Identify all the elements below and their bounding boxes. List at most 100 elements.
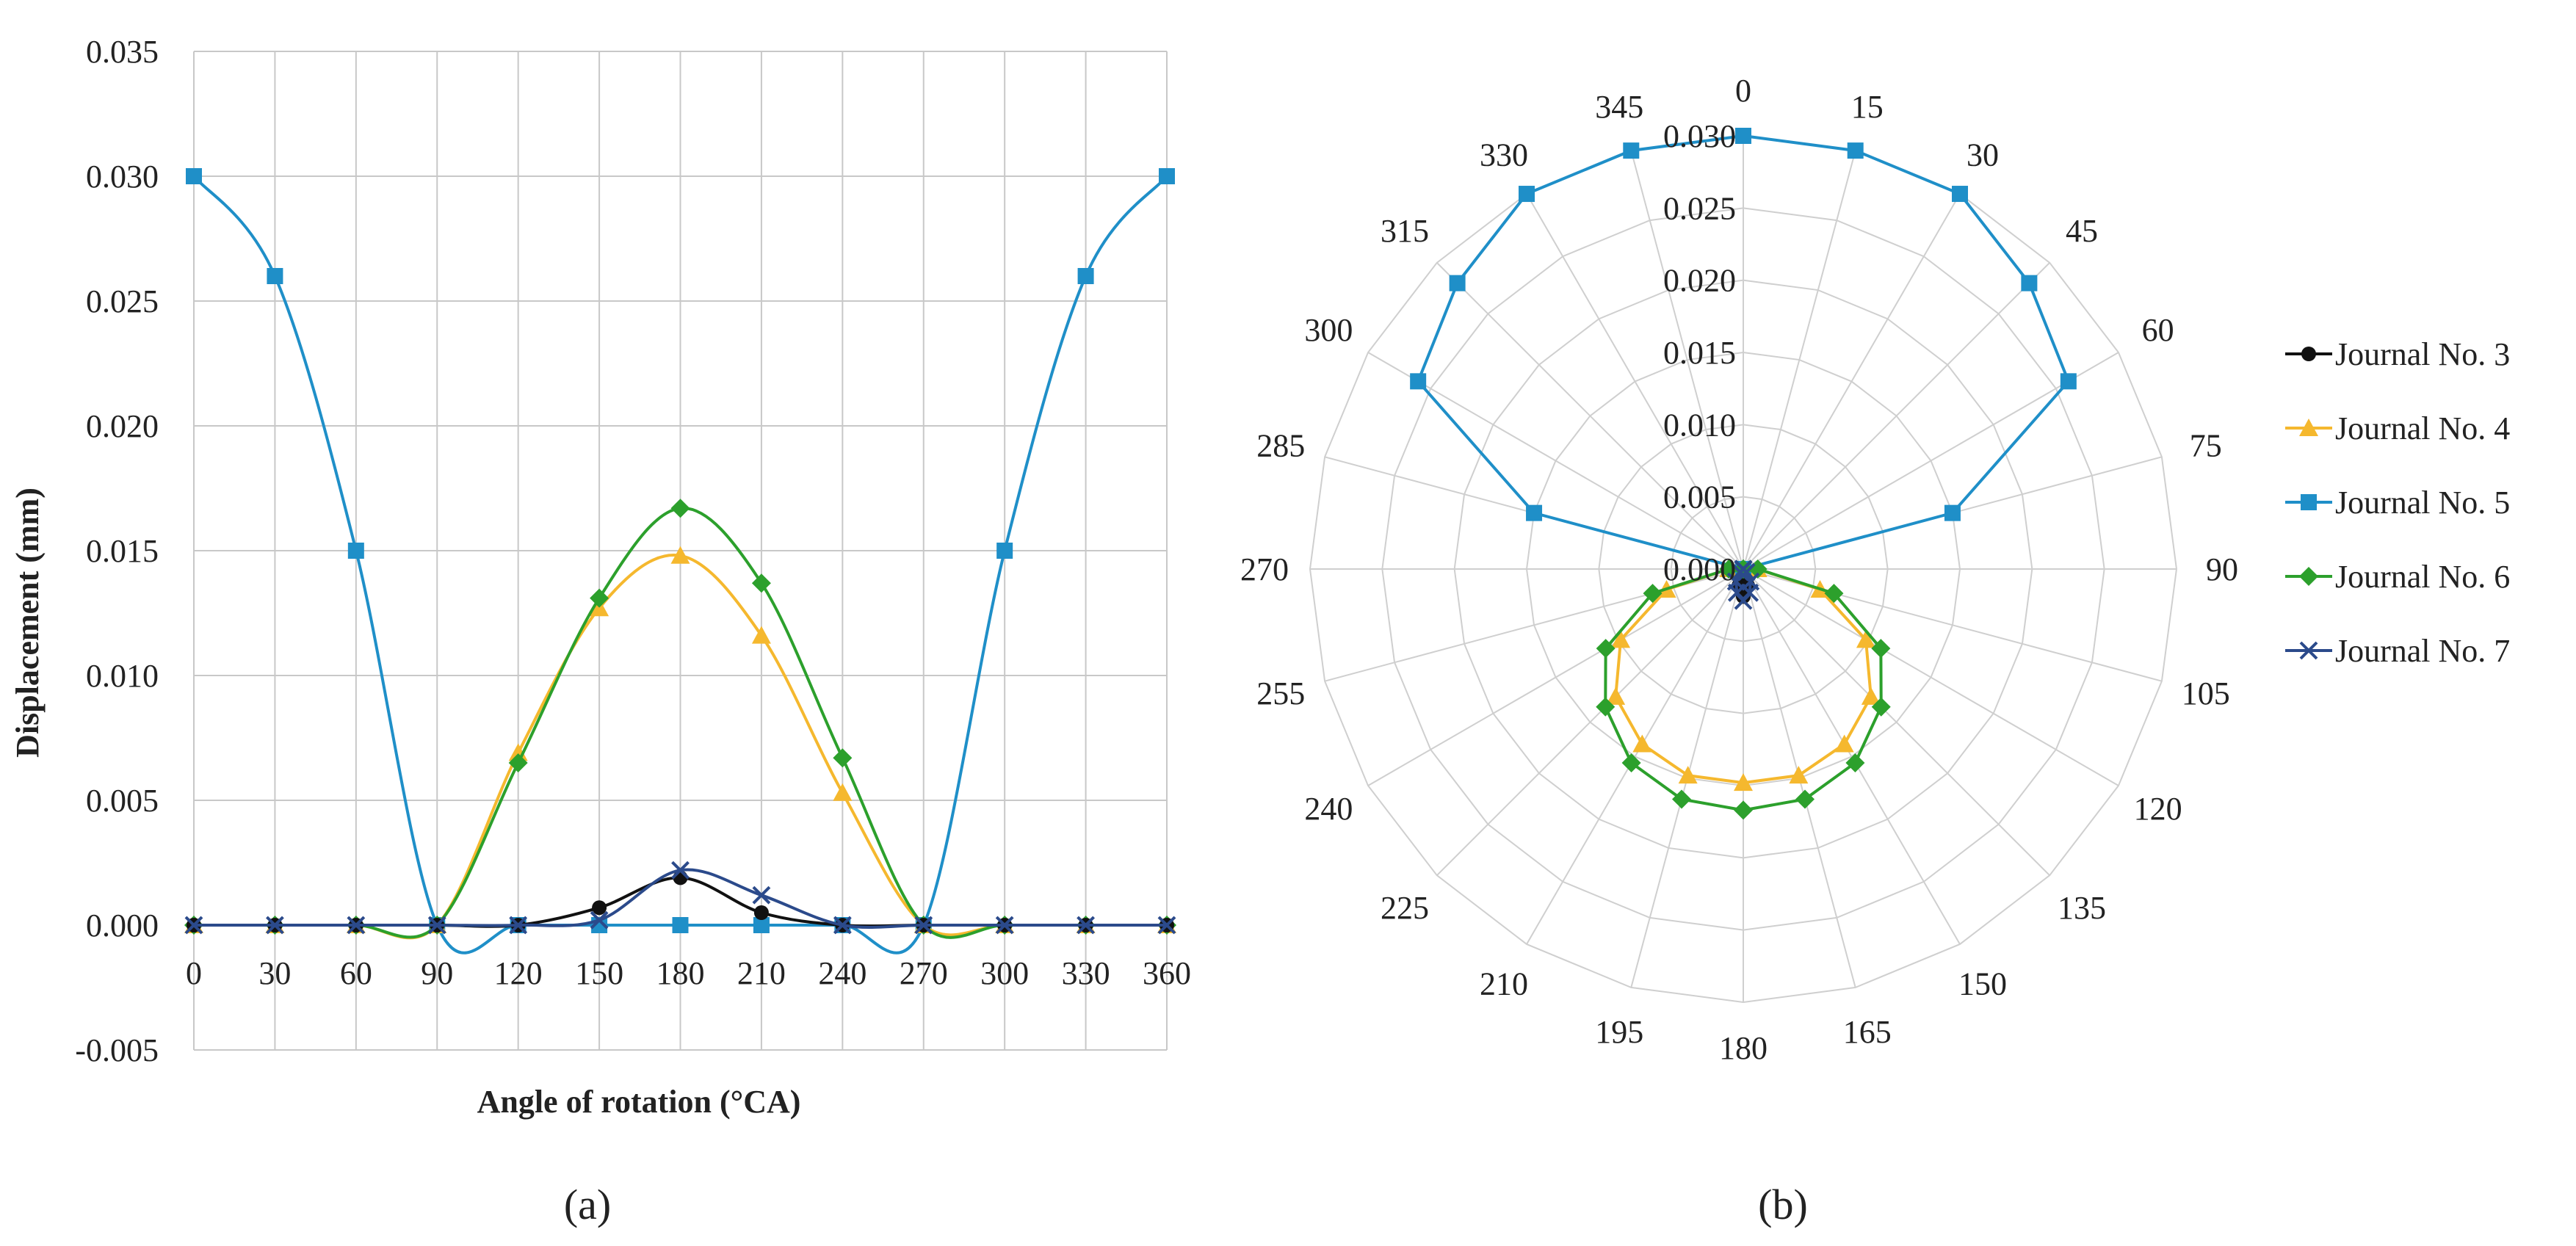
legend-marker-journal-no-5 xyxy=(2301,494,2317,510)
chart-a-x-tick-label: 360 xyxy=(1143,955,1191,991)
chart-b-point-journal-no-4 xyxy=(1861,687,1881,705)
chart-b-point-journal-no-4 xyxy=(1611,630,1631,648)
chart-b-spoke xyxy=(1743,568,2119,786)
legend-label: Journal No. 5 xyxy=(2335,485,2510,521)
chart-a-x-tick-label: 240 xyxy=(818,955,866,991)
legend-item-journal-no-3: Journal No. 3 xyxy=(2285,336,2510,372)
chart-a-point-journal-no-4 xyxy=(833,783,853,801)
chart-b-point-journal-no-5 xyxy=(1952,186,1968,203)
chart-b-radial-tick-label: 0.005 xyxy=(1663,479,1736,515)
chart-b-point-journal-no-6 xyxy=(1871,697,1891,717)
chart-a-y-tick-label: 0.025 xyxy=(86,283,159,319)
chart-b-angle-label: 105 xyxy=(2182,675,2230,711)
legend-marker-journal-no-3 xyxy=(2301,347,2316,361)
chart-b-series-group xyxy=(1410,128,2077,820)
legend-item-journal-no-5: Journal No. 5 xyxy=(2285,485,2510,521)
legend-marker-journal-no-4 xyxy=(2299,419,2318,436)
chart-a-point-journal-no-7 xyxy=(590,910,609,930)
chart-b-angle-label: 210 xyxy=(1480,966,1528,1002)
chart-a-y-tick-label: 0.030 xyxy=(86,159,159,195)
chart-b-spoke xyxy=(1367,568,1744,786)
chart-a-point-journal-no-6 xyxy=(751,573,771,593)
chart-a-point-journal-no-5 xyxy=(186,168,202,184)
chart-b-point-journal-no-7 xyxy=(1734,559,1753,579)
chart-b-angle-label: 225 xyxy=(1381,890,1429,926)
chart-b-angle-label: 165 xyxy=(1843,1014,1892,1050)
legend-label: Journal No. 4 xyxy=(2335,410,2510,446)
chart-b-angle-label: 45 xyxy=(2066,213,2098,249)
chart-a-x-tick-label: 300 xyxy=(980,955,1029,991)
chart-b-point-journal-no-6 xyxy=(1824,584,1844,604)
chart-a-point-journal-no-4 xyxy=(751,626,771,644)
chart-a-point-journal-no-5 xyxy=(753,917,770,933)
chart-b-angle-label: 135 xyxy=(2058,890,2106,926)
chart-b-spoke xyxy=(1743,352,2119,570)
chart-a-point-journal-no-5 xyxy=(1159,168,1175,184)
chart-b-spoke xyxy=(1743,193,1961,570)
chart-b-angle-label: 15 xyxy=(1851,89,1884,125)
chart-b-angle-label: 300 xyxy=(1304,312,1353,348)
chart-b-panel: 0 15 30 45 60 75 90 105 120 135 150 165 180 195 210 225… xyxy=(1240,73,2510,1228)
chart-a-point-journal-no-6 xyxy=(670,499,690,518)
chart-b-spoke xyxy=(1743,568,2050,876)
chart-b-radial-tick-label: 0.000 xyxy=(1663,551,1736,587)
chart-b-point-journal-no-5 xyxy=(1735,128,1751,144)
chart-b-radial-tick-label: 0.025 xyxy=(1663,190,1736,226)
chart-b-point-journal-no-5 xyxy=(2021,275,2038,291)
chart-b-point-journal-no-5 xyxy=(1519,186,1535,203)
chart-a-point-journal-no-7 xyxy=(266,916,284,935)
chart-a-point-journal-no-3 xyxy=(753,905,769,920)
chart-b-angle-label: 315 xyxy=(1381,213,1429,249)
chart-a-point-journal-no-6 xyxy=(508,753,528,772)
chart-a-series-journal-no-7 xyxy=(184,861,1176,935)
chart-b-point-journal-no-6 xyxy=(1871,639,1891,659)
chart-b-angle-labels: 0 15 30 45 60 75 90 105 120 135 150 165 180 195 210 225… xyxy=(1240,73,2238,1066)
chart-a-point-journal-no-7 xyxy=(1077,916,1095,935)
legend-item-journal-no-4: Journal No. 4 xyxy=(2285,410,2510,446)
chart-b-point-journal-no-4 xyxy=(1856,630,1875,648)
chart-a-y-axis-title: Displacement (mm) xyxy=(10,488,46,758)
chart-b-angle-label: 60 xyxy=(2142,312,2174,348)
chart-a-x-tick-label: 120 xyxy=(494,955,543,991)
chart-b-angle-label: 180 xyxy=(1719,1030,1768,1066)
chart-a-y-tick-label: 0.000 xyxy=(86,908,159,943)
chart-a-y-tick-label: 0.015 xyxy=(86,533,159,569)
chart-b-spoke xyxy=(1743,262,2050,570)
chart-b-point-journal-no-6 xyxy=(1672,789,1692,809)
chart-a-point-journal-no-7 xyxy=(671,861,690,880)
chart-b-angle-label: 330 xyxy=(1480,137,1528,173)
chart-a-y-tick-label: 0.020 xyxy=(86,408,159,444)
chart-b-angle-label: 75 xyxy=(2190,427,2222,463)
chart-a-x-tick-label: 210 xyxy=(737,955,786,991)
chart-b-spoke xyxy=(1630,150,1744,570)
chart-a-point-journal-no-7 xyxy=(833,916,852,935)
chart-a-x-axis-title: Angle of rotation (°CA) xyxy=(477,1084,801,1120)
chart-b-point-journal-no-4 xyxy=(1789,766,1809,784)
chart-b-point-journal-no-6 xyxy=(1845,753,1865,772)
chart-a-point-journal-no-4 xyxy=(670,546,690,564)
chart-a-point-journal-no-3 xyxy=(592,900,607,916)
chart-a-point-journal-no-5 xyxy=(347,543,364,559)
chart-a-x-tick-label: 60 xyxy=(340,955,372,991)
chart-a-point-journal-no-5 xyxy=(996,543,1013,559)
chart-b-radial-tick-labels: 0.000 0.005 0.010 0.015 0.020 0.025 0.030 xyxy=(1663,118,1736,587)
chart-b-point-journal-no-5 xyxy=(2060,373,2077,390)
chart-a-y-tick-label: 0.035 xyxy=(86,34,159,70)
chart-a-x-tick-label: 90 xyxy=(421,955,453,991)
chart-b-angle-label: 150 xyxy=(1958,966,2007,1002)
chart-b-point-journal-no-5 xyxy=(1410,373,1427,390)
panel-label-a: (a) xyxy=(564,1181,611,1228)
chart-a-point-journal-no-7 xyxy=(347,916,366,935)
legend-marker-journal-no-6 xyxy=(2299,567,2318,586)
panel-label-b: (b) xyxy=(1758,1181,1808,1228)
chart-a-x-tick-label: 0 xyxy=(186,955,202,991)
chart-b-spoke xyxy=(1436,262,1744,570)
chart-a-point-journal-no-7 xyxy=(184,916,203,935)
chart-a-point-journal-no-5 xyxy=(267,268,283,284)
chart-b-legend: Journal No. 3 Journal No. 4 Journal No. 5 J… xyxy=(2285,336,2510,669)
chart-b-angle-label: 30 xyxy=(1967,137,1999,173)
chart-b-point-journal-no-6 xyxy=(1643,584,1663,604)
chart-a-x-tick-labels: 0 30 60 90 120 150 180 210 240 270 300 330 360 xyxy=(186,955,1191,991)
chart-b-angle-label: 345 xyxy=(1595,89,1643,125)
legend-label: Journal No. 3 xyxy=(2335,336,2510,372)
